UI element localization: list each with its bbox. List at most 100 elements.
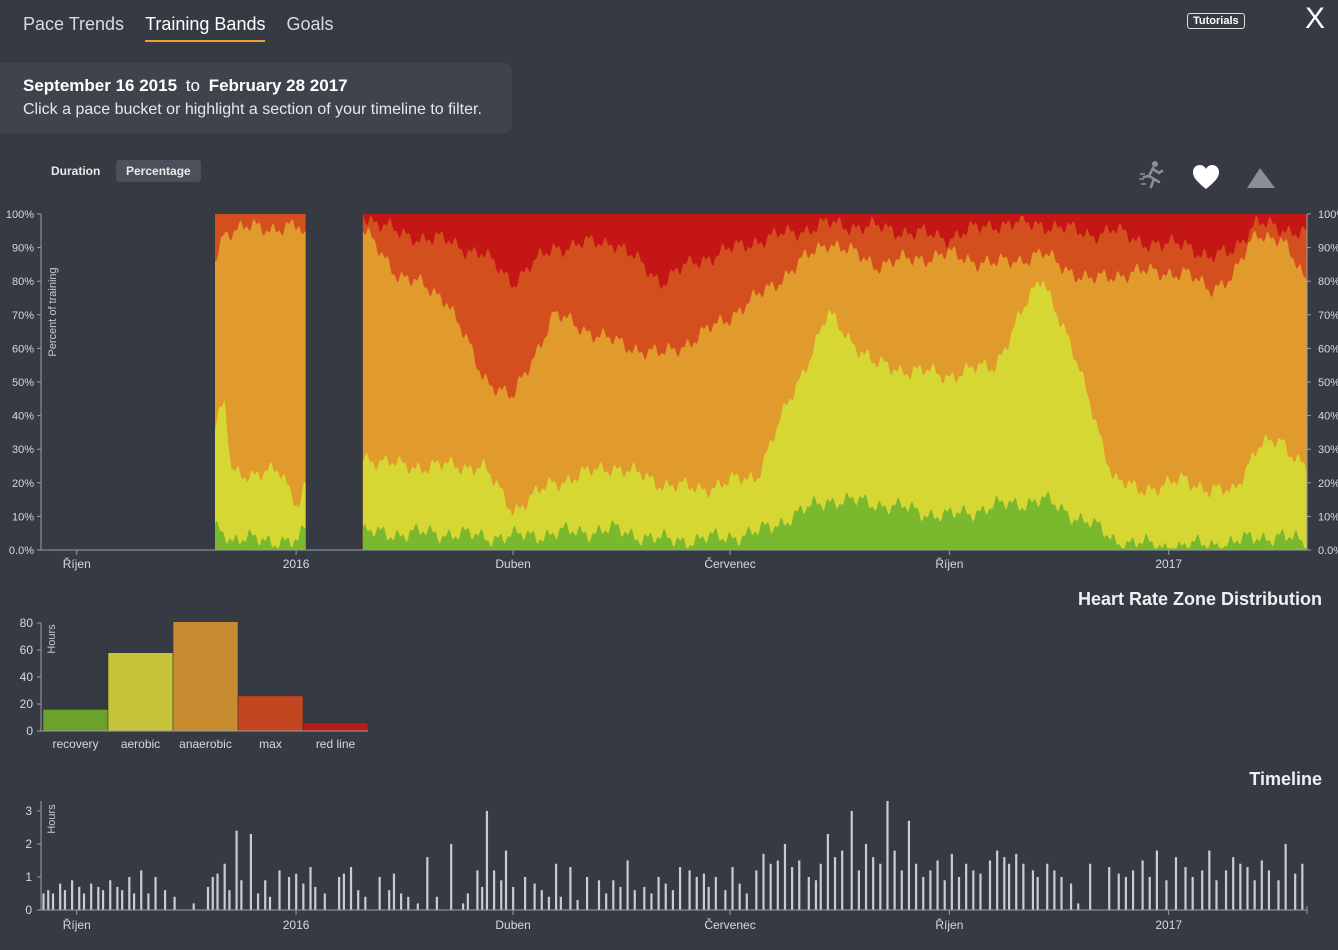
hr-zone-chart[interactable]: Hours recovery aerobic anaerobic max red lin… bbox=[0, 612, 400, 762]
timeline-x-tick-label: 2017 bbox=[1155, 918, 1182, 932]
timeline-bar bbox=[886, 801, 889, 910]
training-bands-chart[interactable]: Percent of training Percent of training … bbox=[0, 200, 1338, 580]
timeline-bar bbox=[643, 886, 646, 910]
timeline-bar bbox=[109, 880, 112, 910]
runner-icon[interactable] bbox=[1138, 160, 1166, 192]
timeline-bar bbox=[1155, 850, 1158, 910]
y-tick-label-left: 40% bbox=[12, 411, 34, 423]
timeline-bar bbox=[965, 863, 968, 910]
timeline-bar bbox=[476, 870, 479, 910]
timeline-bar bbox=[745, 893, 748, 910]
y-tick-label-left: 30% bbox=[12, 444, 34, 456]
timeline-bar bbox=[943, 880, 946, 910]
hr-category-label: max bbox=[259, 737, 282, 751]
timeline-x-tick-label: 2016 bbox=[283, 918, 310, 932]
y-tick-label-left: 60% bbox=[12, 343, 34, 355]
timeline-bar bbox=[988, 860, 992, 910]
timeline-bar bbox=[864, 843, 868, 910]
tutorials-button[interactable]: Tutorials bbox=[1187, 13, 1245, 29]
duration-toggle[interactable]: Duration bbox=[51, 164, 101, 178]
y-tick-label-left: 90% bbox=[12, 243, 34, 255]
timeline-bar bbox=[707, 886, 710, 910]
percentage-toggle[interactable]: Percentage bbox=[116, 160, 201, 182]
timeline-bar bbox=[192, 903, 195, 910]
timeline-bar bbox=[798, 860, 801, 910]
timeline-bar bbox=[1108, 867, 1111, 910]
y-tick-label-right: 70% bbox=[1318, 310, 1338, 322]
timeline-bar bbox=[1015, 853, 1018, 910]
heart-icon[interactable] bbox=[1192, 164, 1220, 190]
timeline-y-axis-label: Hours bbox=[46, 804, 58, 834]
timeline-x-tick-label: Říjen bbox=[63, 917, 91, 932]
filter-hint: Click a pace bucket or highlight a secti… bbox=[23, 101, 482, 118]
timeline-bar bbox=[957, 876, 961, 910]
timeline-x-tick-label: Červenec bbox=[704, 917, 755, 932]
timeline-bar bbox=[1184, 867, 1187, 910]
timeline-y-tick-label: 1 bbox=[25, 870, 32, 884]
timeline-bar bbox=[364, 896, 367, 910]
timeline-bar bbox=[240, 880, 243, 910]
timeline-chart[interactable]: Hours 0 1 2 3 Říjen 2016 Duben Červenec Říjen 201… bbox=[0, 795, 1338, 945]
timeline-bar bbox=[211, 876, 214, 910]
hr-bar-recovery bbox=[42, 709, 109, 732]
timeline-bar bbox=[426, 857, 429, 910]
timeline-bar bbox=[612, 880, 615, 910]
timeline-bar bbox=[1208, 850, 1211, 910]
timeline-bar bbox=[206, 886, 210, 910]
timeline-bar bbox=[857, 870, 860, 910]
timeline-bar bbox=[540, 890, 543, 910]
hr-bar-max bbox=[237, 695, 304, 732]
timeline-bar bbox=[1069, 883, 1073, 910]
close-button[interactable]: X bbox=[1305, 2, 1326, 35]
timeline-bar bbox=[400, 893, 403, 910]
date-range-panel: September 16 2015 to February 28 2017 Cl… bbox=[0, 63, 512, 133]
hr-category-label: red line bbox=[316, 737, 356, 751]
timeline-bar bbox=[51, 893, 55, 910]
timeline-bar bbox=[996, 850, 999, 910]
tab-training-bands[interactable]: Training Bands bbox=[145, 14, 266, 42]
timeline-bar bbox=[585, 876, 589, 910]
timeline-bar bbox=[1174, 857, 1178, 910]
mountain-icon[interactable] bbox=[1246, 167, 1276, 189]
x-tick-label: Říjen bbox=[935, 556, 963, 571]
timeline-bar bbox=[893, 850, 896, 910]
timeline-bar bbox=[950, 853, 953, 910]
timeline-bar bbox=[1165, 880, 1168, 910]
band-recovery-area bbox=[215, 521, 306, 550]
timeline-bar bbox=[755, 870, 758, 910]
timeline-bar bbox=[762, 853, 765, 910]
tab-goals[interactable]: Goals bbox=[286, 14, 334, 34]
hr-y-tick-label: 60 bbox=[20, 643, 34, 657]
timeline-bar bbox=[295, 873, 298, 910]
timeline-bar bbox=[42, 893, 45, 910]
y-tick-label-right: 100% bbox=[1318, 209, 1338, 221]
timeline-bar bbox=[569, 867, 572, 910]
timeline-bar bbox=[338, 876, 341, 910]
timeline-bar bbox=[416, 903, 419, 910]
range-separator: to bbox=[185, 76, 200, 95]
hr-bar-anaerobic bbox=[172, 621, 239, 732]
timeline-y-tick-label: 2 bbox=[25, 837, 32, 851]
timeline-bar bbox=[163, 890, 167, 910]
tab-pace-trends[interactable]: Pace Trends bbox=[23, 14, 125, 34]
y-axis-label-left: Percent of training bbox=[47, 267, 59, 356]
timeline-bar bbox=[1089, 863, 1092, 910]
timeline-bar bbox=[678, 867, 682, 910]
timeline-bar bbox=[78, 886, 81, 910]
timeline-bar bbox=[357, 890, 360, 910]
timeline-bar bbox=[724, 890, 727, 910]
timeline-bar bbox=[249, 834, 253, 910]
timeline-bar bbox=[1284, 843, 1287, 910]
timeline-bar bbox=[1046, 863, 1049, 910]
timeline-y-tick-label: 0 bbox=[25, 903, 32, 917]
hr-category-label: anaerobic bbox=[179, 737, 232, 751]
timeline-bar bbox=[1003, 857, 1006, 910]
timeline-bar bbox=[533, 883, 536, 910]
y-tick-label-left: 20% bbox=[12, 478, 34, 490]
timeline-bar bbox=[626, 860, 629, 910]
timeline-bar bbox=[342, 873, 345, 910]
timeline-bar bbox=[216, 873, 219, 910]
y-tick-label-left: 10% bbox=[12, 511, 34, 523]
timeline-bar bbox=[1301, 863, 1304, 910]
timeline-bar bbox=[1053, 870, 1056, 910]
